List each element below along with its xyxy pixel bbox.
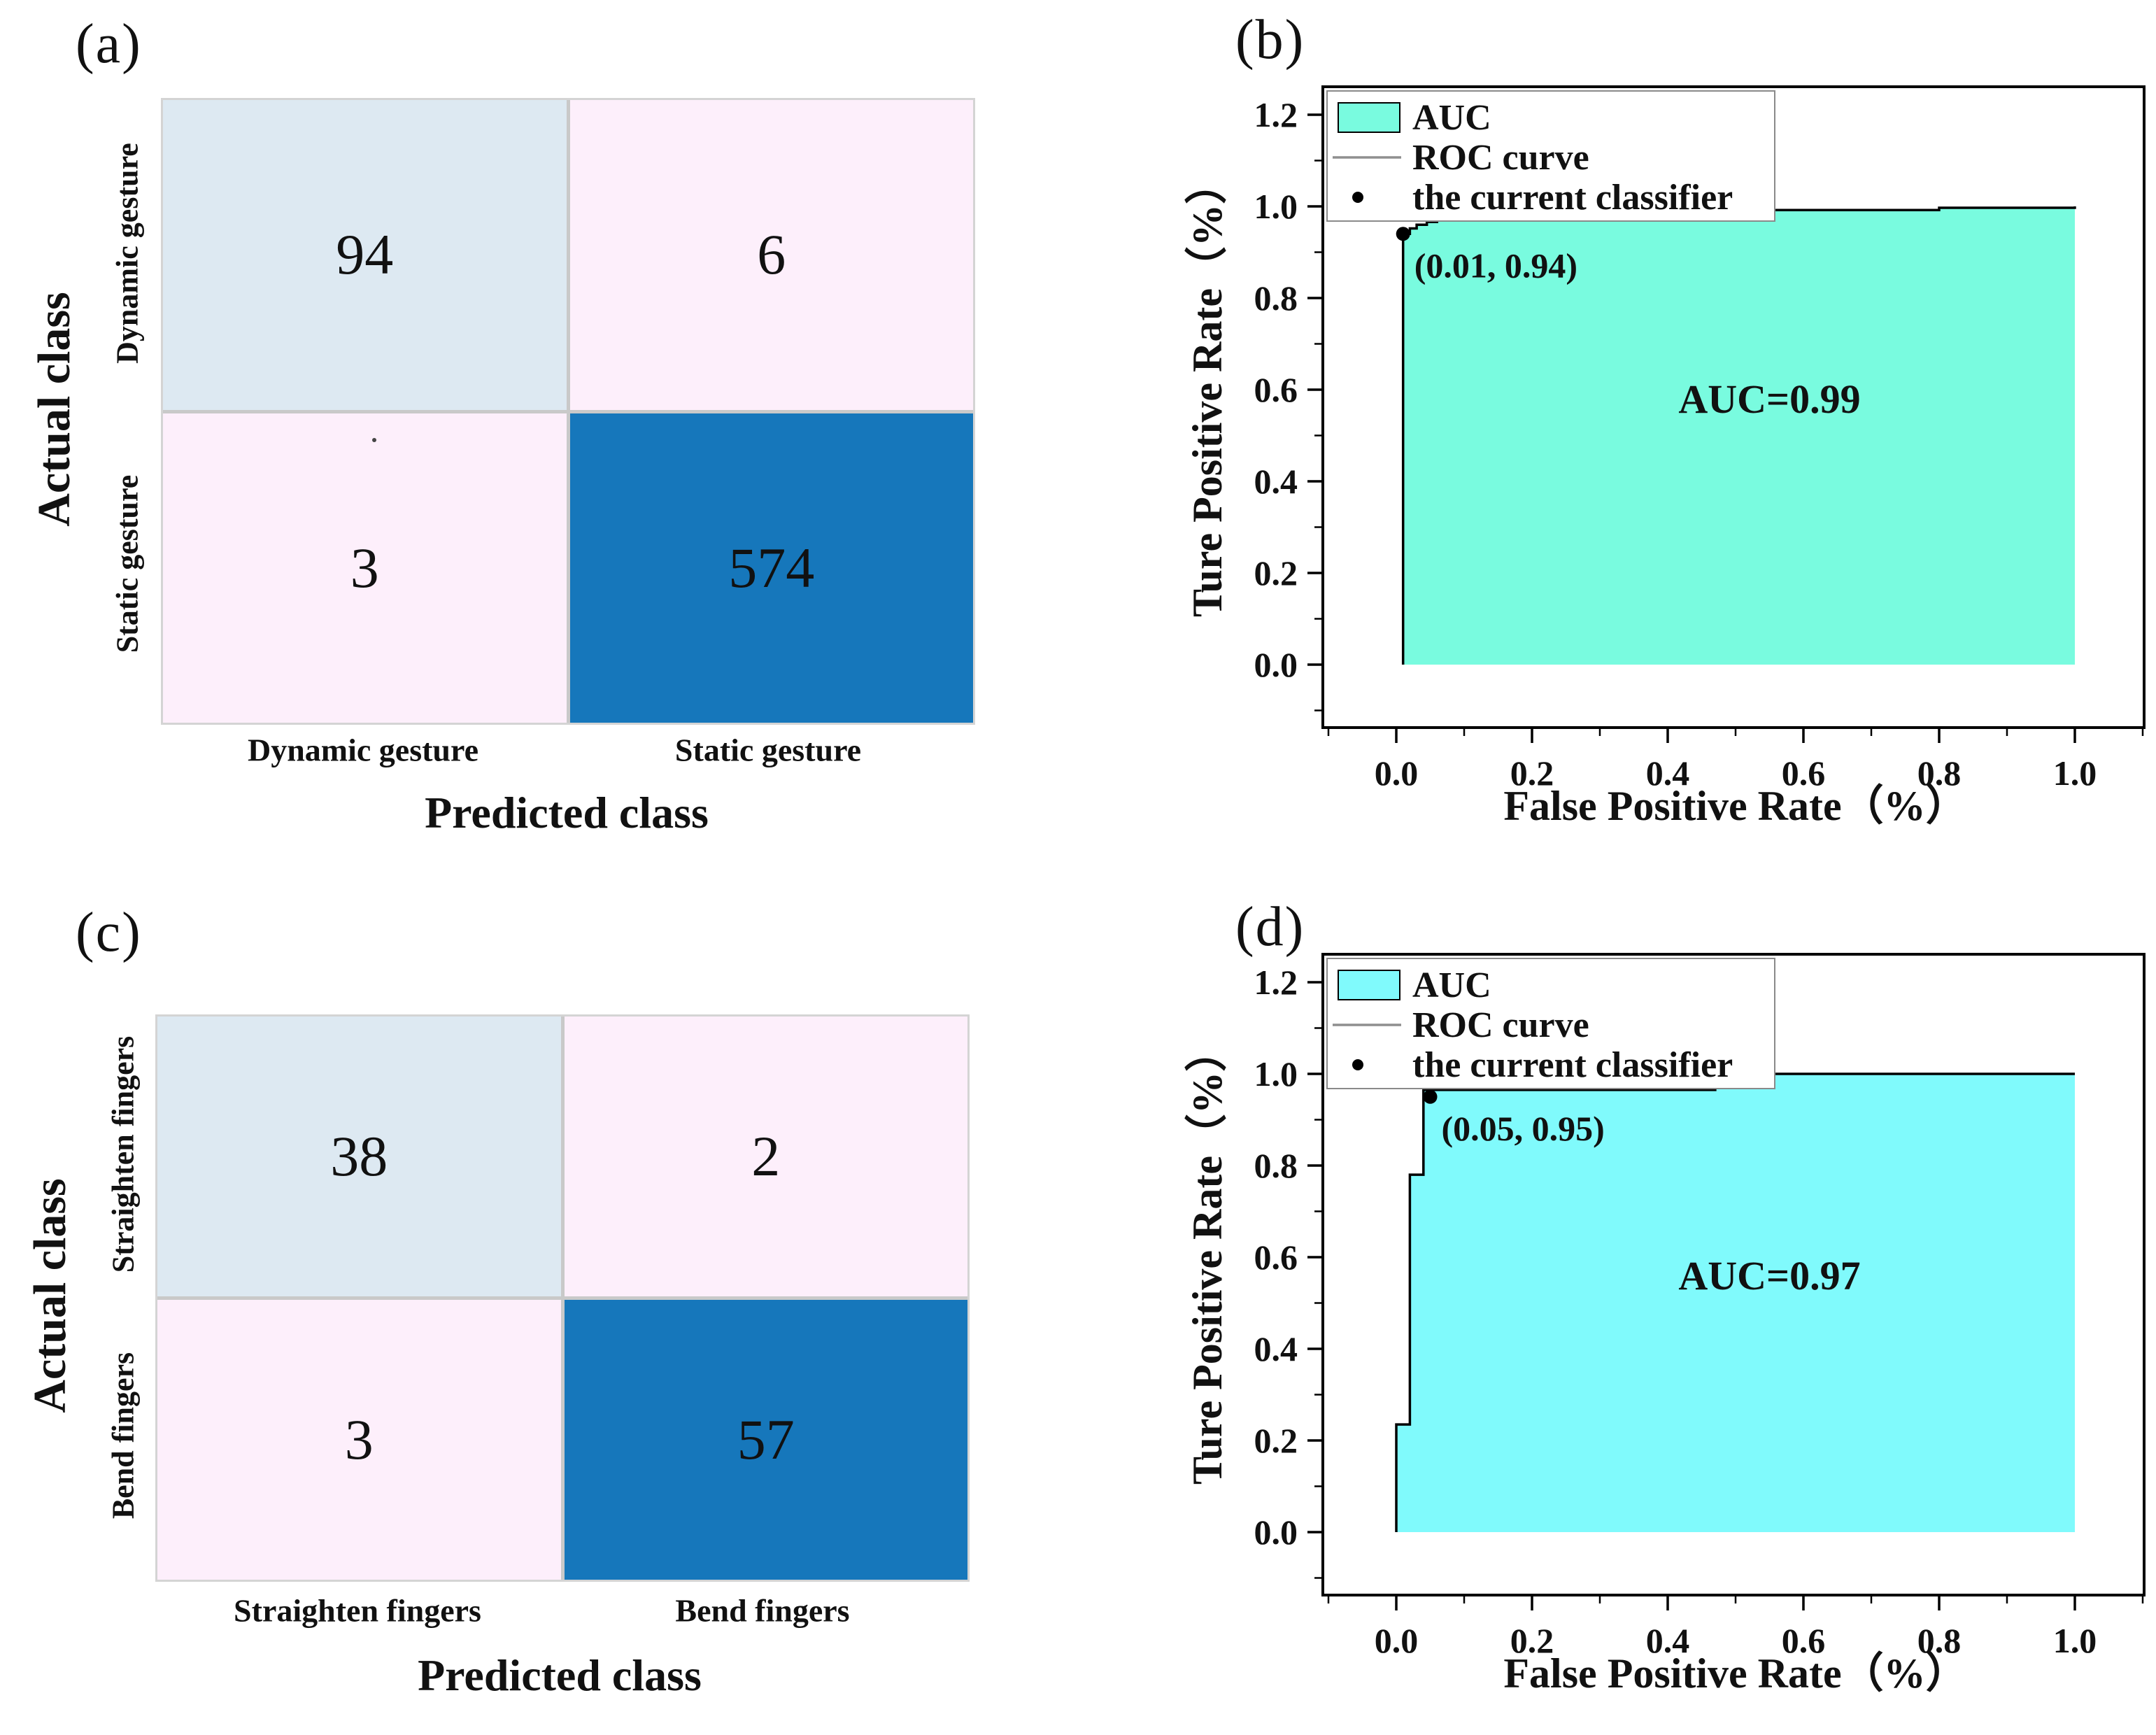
panel-a-row-label-1: Static gesture [110, 474, 145, 653]
classifier-point-label: (0.01, 0.94) [1414, 246, 1577, 285]
legend-item-label: the current classifier [1412, 1045, 1733, 1085]
auc-area-fill [1396, 1074, 2075, 1532]
auc-value-label: AUC=0.97 [1678, 1253, 1860, 1298]
x-tick-label: 0.8 [1917, 1621, 1962, 1660]
legend-item-label: ROC curve [1412, 1005, 1589, 1045]
x-tick-label: 0.8 [1917, 753, 1962, 793]
panel-c-col-label-0: Straighten fingers [234, 1592, 481, 1629]
y-tick-label: 1.2 [1254, 95, 1298, 134]
matrix-c-cell-br: 57 [564, 1300, 967, 1580]
y-tick-label: 0.2 [1254, 1421, 1298, 1460]
plot-frame [1321, 85, 2146, 729]
legend-box [1326, 958, 1775, 1089]
x-tick-label: 0.2 [1510, 1621, 1554, 1660]
roc-plot-group: 0.0 0.2 0.4 0.6 0.8 1.0 0.0 0.2 0.4 0.6 0.8 1.0 1.2 F… [1184, 953, 2146, 1697]
y-tick-label: 1.0 [1254, 1054, 1298, 1093]
x-tick-label: 0.2 [1510, 753, 1554, 793]
confusion-matrix-a: 94 6 3 574 [161, 98, 975, 725]
x-axis-title: False Positive Rate（%） [1503, 782, 1967, 829]
x-tick-label: 0.4 [1646, 753, 1690, 793]
panel-a-row-label-0: Dynamic gesture [110, 143, 145, 364]
confusion-matrix-c: 38 2 3 57 [155, 1014, 970, 1582]
auc-value-label: AUC=0.99 [1678, 376, 1860, 422]
y-tick-label: 0.6 [1254, 1238, 1298, 1277]
panel-d-tag: (d) [1235, 896, 1305, 958]
ink-speck-artifact [372, 438, 376, 442]
y-axis-ticks: 0.0 0.2 0.4 0.6 0.8 1.0 1.2 [1254, 95, 1323, 711]
legend-classifier-dot [1352, 192, 1363, 203]
roc-chart-b: 0.0 0.2 0.4 0.6 0.8 1.0 0.0 0.2 0.4 0.6 0.8 1.0 1.2 F… [1184, 85, 2146, 829]
panel-c-row-label-0: Straighten fingers [106, 1035, 141, 1273]
x-tick-label: 0.4 [1646, 1621, 1690, 1660]
x-axis-title: False Positive Rate（%） [1503, 1650, 1967, 1697]
matrix-a-cell-br: 574 [569, 413, 973, 723]
panel-c-tag: (c) [76, 902, 142, 963]
panel-a-col-label-1: Static gesture [674, 732, 862, 768]
x-tick-label: 1.0 [2053, 1621, 2097, 1660]
y-axis-title: Ture Positive Rate（%） [1184, 1030, 1231, 1485]
panel-c-col-label-1: Bend fingers [675, 1592, 850, 1629]
panel-c-row-label-1: Bend fingers [106, 1352, 141, 1520]
matrix-a-cell-tr: 6 [569, 100, 973, 410]
auc-area-fill [1403, 206, 2075, 665]
panel-a: (a) Actual class Dynamic gesture Static … [0, 0, 1078, 868]
y-tick-label: 0.0 [1254, 1513, 1298, 1552]
legend-item-label: the current classifier [1412, 178, 1733, 218]
y-tick-label: 0.6 [1254, 370, 1298, 409]
panel-a-y-axis-title: Actual class [29, 292, 80, 527]
matrix-c-cell-bl: 3 [157, 1300, 561, 1580]
y-tick-label: 0.0 [1254, 645, 1298, 684]
y-tick-label: 1.2 [1254, 963, 1298, 1002]
classifier-point-marker [1423, 1089, 1438, 1104]
panel-a-x-axis-title: Predicted class [425, 788, 709, 837]
y-tick-label: 0.4 [1254, 462, 1298, 501]
x-axis-ticks: 0.0 0.2 0.4 0.6 0.8 1.0 [1327, 1595, 2144, 1660]
classifier-point-label: (0.05, 0.95) [1442, 1109, 1605, 1148]
panel-c-x-axis-title: Predicted class [418, 1650, 702, 1700]
y-tick-label: 0.8 [1254, 278, 1298, 318]
legend-area-swatch [1338, 970, 1400, 1000]
matrix-a-cell-bl: 3 [163, 413, 567, 723]
panel-c: (c) Actual class Straighten fingers Bend… [0, 868, 1078, 1735]
y-axis-title: Ture Positive Rate（%） [1184, 162, 1231, 617]
legend-item-label: AUC [1412, 98, 1491, 138]
y-tick-label: 1.0 [1254, 187, 1298, 226]
panel-c-y-axis-title: Actual class [24, 1178, 76, 1413]
panel-b: (b) 0.0 0.2 0.4 0.6 0.8 1.0 0.0 0.2 0.4 0.6 0.8 1.0… [1078, 0, 2156, 868]
x-tick-label: 1.0 [2053, 753, 2097, 793]
matrix-a-cell-tl: 94 [163, 100, 567, 410]
panel-a-col-label-0: Dynamic gesture [247, 732, 479, 768]
legend-classifier-dot [1352, 1059, 1363, 1070]
legend-item-label: ROC curve [1412, 138, 1589, 178]
panel-d: (d) 0.0 0.2 0.4 0.6 0.8 1.0 0.0 0.2 0.4 0.6 0.8 1.0… [1078, 868, 2156, 1735]
x-axis-ticks: 0.0 0.2 0.4 0.6 0.8 1.0 [1327, 728, 2144, 793]
plot-frame [1321, 953, 2146, 1596]
x-tick-label: 0.0 [1375, 753, 1419, 793]
x-tick-label: 0.6 [1782, 753, 1826, 793]
y-axis-ticks: 0.0 0.2 0.4 0.6 0.8 1.0 1.2 [1254, 963, 1323, 1579]
y-tick-label: 0.4 [1254, 1329, 1298, 1368]
y-tick-label: 0.8 [1254, 1146, 1298, 1185]
classifier-point-marker [1396, 227, 1410, 241]
legend-item-label: AUC [1412, 965, 1491, 1005]
x-tick-label: 0.6 [1782, 1621, 1826, 1660]
roc-plot-group: 0.0 0.2 0.4 0.6 0.8 1.0 0.0 0.2 0.4 0.6 0.8 1.0 1.2 F… [1184, 85, 2146, 829]
matrix-c-cell-tr: 2 [564, 1017, 967, 1296]
matrix-c-cell-tl: 38 [157, 1017, 561, 1296]
x-tick-label: 0.0 [1375, 1621, 1419, 1660]
y-tick-label: 0.2 [1254, 553, 1298, 593]
roc-chart-d: 0.0 0.2 0.4 0.6 0.8 1.0 0.0 0.2 0.4 0.6 0.8 1.0 1.2 F… [1184, 953, 2146, 1697]
panel-b-tag: (b) [1235, 9, 1305, 71]
legend-area-swatch [1338, 102, 1400, 133]
panel-a-tag: (a) [76, 13, 142, 75]
legend-box [1326, 90, 1775, 222]
